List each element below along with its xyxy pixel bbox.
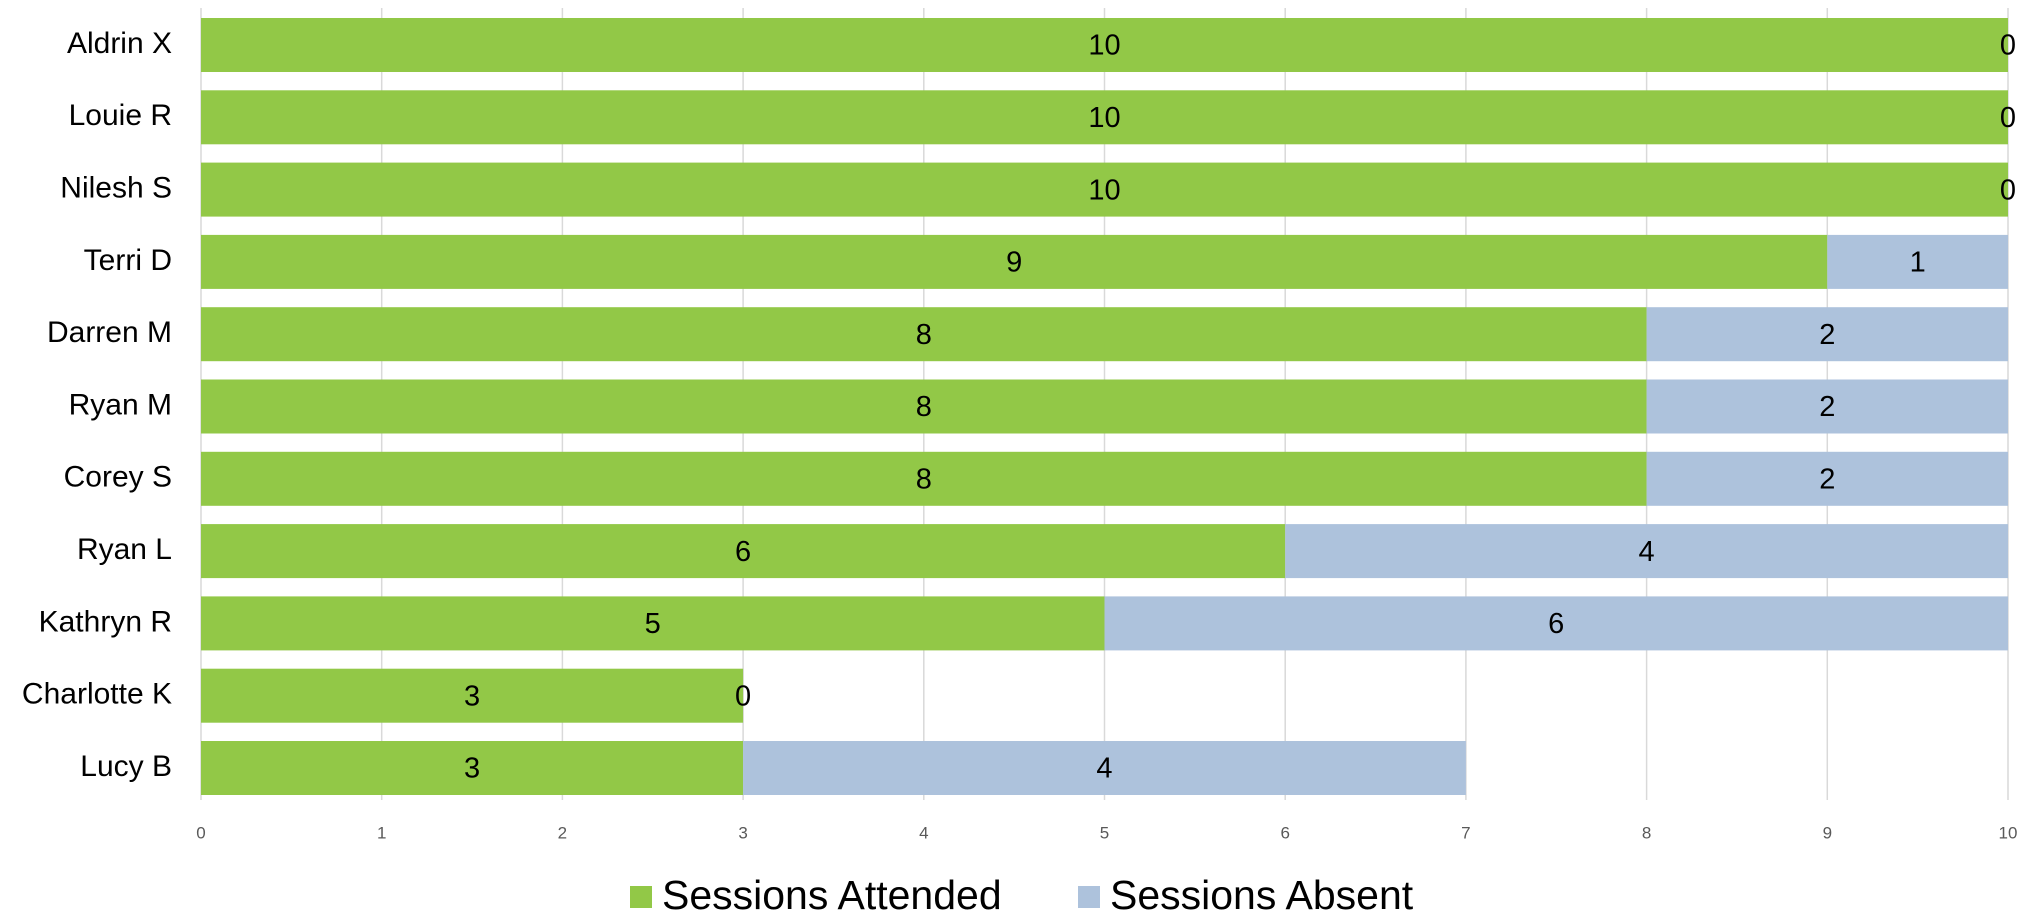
bar-segment (743, 741, 1466, 795)
bar-segment (1646, 379, 2008, 434)
bar-segment (201, 18, 2008, 72)
data-label: 0 (2000, 102, 2016, 134)
y-tick-label: Ryan L (77, 533, 172, 566)
legend-label: Sessions Absent (1110, 872, 1414, 917)
data-label: 4 (1096, 753, 1112, 785)
data-label: 8 (916, 391, 932, 423)
x-tick-label: 1 (377, 823, 386, 842)
x-tick-label: 9 (1823, 823, 1832, 842)
data-label: 2 (1819, 463, 1835, 495)
y-tick-label: Terri D (84, 244, 172, 277)
y-tick-label: Nilesh S (60, 172, 172, 205)
data-label: 8 (916, 463, 932, 495)
bar-segment (1827, 234, 2008, 289)
y-tick-label: Charlotte K (22, 678, 172, 711)
bar-segment (201, 524, 1286, 579)
x-tick-label: 2 (558, 823, 567, 842)
y-tick-label: Kathryn R (39, 605, 172, 638)
x-tick-label: 3 (738, 823, 747, 842)
bar-segment (1646, 307, 2008, 362)
data-label: 10 (1088, 30, 1120, 62)
x-tick-label: 10 (1999, 823, 2018, 842)
bar-segment (201, 668, 744, 723)
bar-segment (201, 234, 1828, 289)
y-tick-label: Lucy B (80, 750, 172, 783)
data-label: 9 (1006, 247, 1022, 279)
x-tick-label: 5 (1100, 823, 1109, 842)
data-label: 1 (1910, 247, 1926, 279)
legend-label: Sessions Attended (662, 872, 1002, 917)
bar-segment (201, 307, 1647, 362)
y-tick-label: Corey S (64, 461, 172, 494)
x-tick-label: 8 (1642, 823, 1651, 842)
x-tick-label: 0 (196, 823, 205, 842)
data-label: 3 (464, 753, 480, 785)
data-label: 4 (1639, 536, 1655, 568)
data-label: 0 (2000, 30, 2016, 62)
legend-swatch (630, 886, 652, 908)
data-label: 0 (2000, 174, 2016, 206)
bar-segment (201, 90, 2008, 145)
bar-segment (201, 596, 1105, 651)
data-label: 10 (1088, 174, 1120, 206)
x-tick-label: 4 (919, 823, 928, 842)
bar-segment (201, 741, 744, 795)
y-tick-label: Ryan M (69, 388, 172, 421)
data-label: 8 (916, 319, 932, 351)
data-label: 0 (735, 680, 751, 712)
bar-segment (1646, 451, 2008, 506)
data-label: 6 (1548, 608, 1564, 640)
data-label: 2 (1819, 391, 1835, 423)
bar-segment (1104, 596, 2008, 651)
x-tick-label: 7 (1461, 823, 1470, 842)
y-tick-label: Louie R (69, 99, 172, 132)
bar-segment (1285, 524, 2008, 579)
y-tick-label: Darren M (47, 316, 172, 349)
legend-swatch (1078, 886, 1100, 908)
bar-segment (201, 162, 2008, 217)
bar-segment (201, 451, 1647, 506)
data-label: 6 (735, 536, 751, 568)
x-tick-label: 6 (1280, 823, 1289, 842)
data-label: 10 (1088, 102, 1120, 134)
bars (201, 18, 2008, 795)
data-label: 3 (464, 680, 480, 712)
bar-segment (201, 379, 1647, 434)
data-label: 2 (1819, 319, 1835, 351)
y-tick-label: Aldrin X (67, 27, 172, 60)
data-label: 5 (645, 608, 661, 640)
